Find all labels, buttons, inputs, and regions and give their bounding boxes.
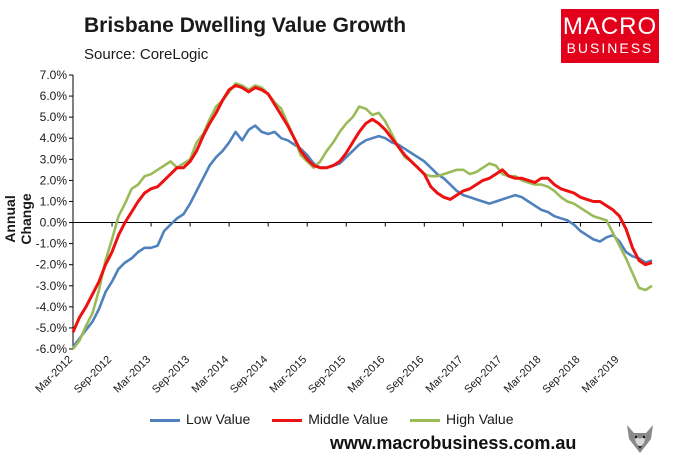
legend-swatch-middle [272, 418, 303, 422]
x-tick-label: Mar-2013 [111, 354, 153, 396]
x-tick-label: Mar-2016 [346, 354, 388, 396]
y-tick-label: 7.0% [40, 68, 68, 82]
x-tick-label: Sep-2018 [540, 354, 582, 396]
chart-series-lines [71, 82, 653, 350]
chart-source: Source: CoreLogic [84, 46, 209, 63]
x-tick-label: Mar-2017 [424, 354, 466, 396]
series-line-low-value [71, 124, 653, 348]
y-tick-label: 5.0% [40, 110, 68, 124]
y-tick-label: 2.0% [40, 173, 68, 187]
x-tick-label: Mar-2019 [580, 354, 622, 396]
y-tick-label: -2.0% [36, 258, 68, 272]
x-tick-label: Sep-2014 [228, 354, 270, 396]
y-tick-label: -5.0% [36, 321, 68, 335]
y-tick-label: 1.0% [40, 194, 68, 208]
y-tick-label: 0.0% [40, 216, 68, 230]
y-axis-label: Annual Change [2, 193, 34, 245]
y-tick-label: 4.0% [40, 131, 68, 145]
macrobusiness-logo: MACRO BUSINESS [561, 9, 659, 63]
legend-label-high: High Value [446, 411, 514, 427]
chart-title: Brisbane Dwelling Value Growth [84, 14, 407, 37]
legend-swatch-low [150, 418, 180, 422]
series-line-middle-value [71, 84, 653, 333]
x-tick-label: Sep-2016 [384, 354, 426, 396]
legend-label-low: Low Value [186, 411, 251, 427]
x-tick-label: Sep-2017 [462, 354, 504, 396]
y-tick-label: -6.0% [36, 342, 68, 356]
x-axis-ticks: Mar-2012Sep-2012Mar-2013Sep-2013Mar-2014… [33, 222, 622, 396]
y-tick-label: 6.0% [40, 89, 68, 103]
y-tick-label: -4.0% [36, 300, 68, 314]
legend-item-high: High Value [410, 411, 513, 427]
x-tick-label: Mar-2014 [189, 354, 231, 396]
x-tick-label: Sep-2013 [150, 354, 192, 396]
x-tick-label: Sep-2012 [72, 354, 114, 396]
y-axis-ticks: -6.0% -5.0% -4.0% -3.0% -2.0% -1.0% 0.0% 1.0% 2.… [36, 68, 73, 356]
logo-line-1: MACRO [562, 13, 658, 40]
fox-icon [627, 425, 653, 453]
y-tick-label: -3.0% [36, 279, 68, 293]
x-tick-label: Sep-2015 [306, 354, 348, 396]
legend-item-middle: Middle Value [272, 411, 388, 427]
legend-item-low: Low Value [150, 411, 250, 427]
y-tick-label: 3.0% [40, 152, 68, 166]
x-tick-label: Mar-2015 [268, 354, 310, 396]
chart-legend: Low Value Middle Value High Value [150, 411, 531, 427]
legend-swatch-high [410, 418, 441, 422]
footer-url: www.macrobusiness.com.au [330, 433, 577, 453]
x-tick-label: Mar-2018 [502, 354, 544, 396]
legend-label-middle: Middle Value [308, 411, 389, 427]
logo-line-2: BUSINESS [566, 40, 654, 56]
x-tick-label: Mar-2012 [33, 354, 75, 396]
series-line-high-value [71, 82, 653, 350]
y-tick-label: -1.0% [36, 237, 68, 251]
chart-axes [72, 75, 652, 349]
